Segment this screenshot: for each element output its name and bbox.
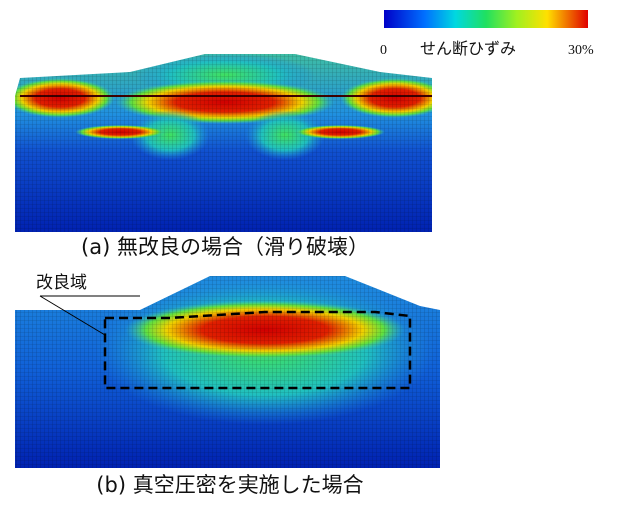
colorbar-min: 0 bbox=[380, 43, 387, 58]
colorbar bbox=[384, 10, 588, 28]
caption-a: (a) 無改良の場合（滑り破壊） bbox=[81, 235, 369, 259]
colorbar-title: せん断ひずみ bbox=[420, 39, 516, 58]
figure: 0 せん断ひずみ 30% (a) 無改良の場合（滑り破壊） 改良域 (b) 真空… bbox=[0, 0, 622, 506]
annotation: 改良域 bbox=[36, 273, 87, 293]
panel-a-image bbox=[5, 50, 450, 235]
caption-b: (b) 真空圧密を実施した場合 bbox=[96, 473, 363, 497]
colorbar-max: 30% bbox=[568, 43, 594, 58]
panel-b-image bbox=[15, 270, 445, 470]
